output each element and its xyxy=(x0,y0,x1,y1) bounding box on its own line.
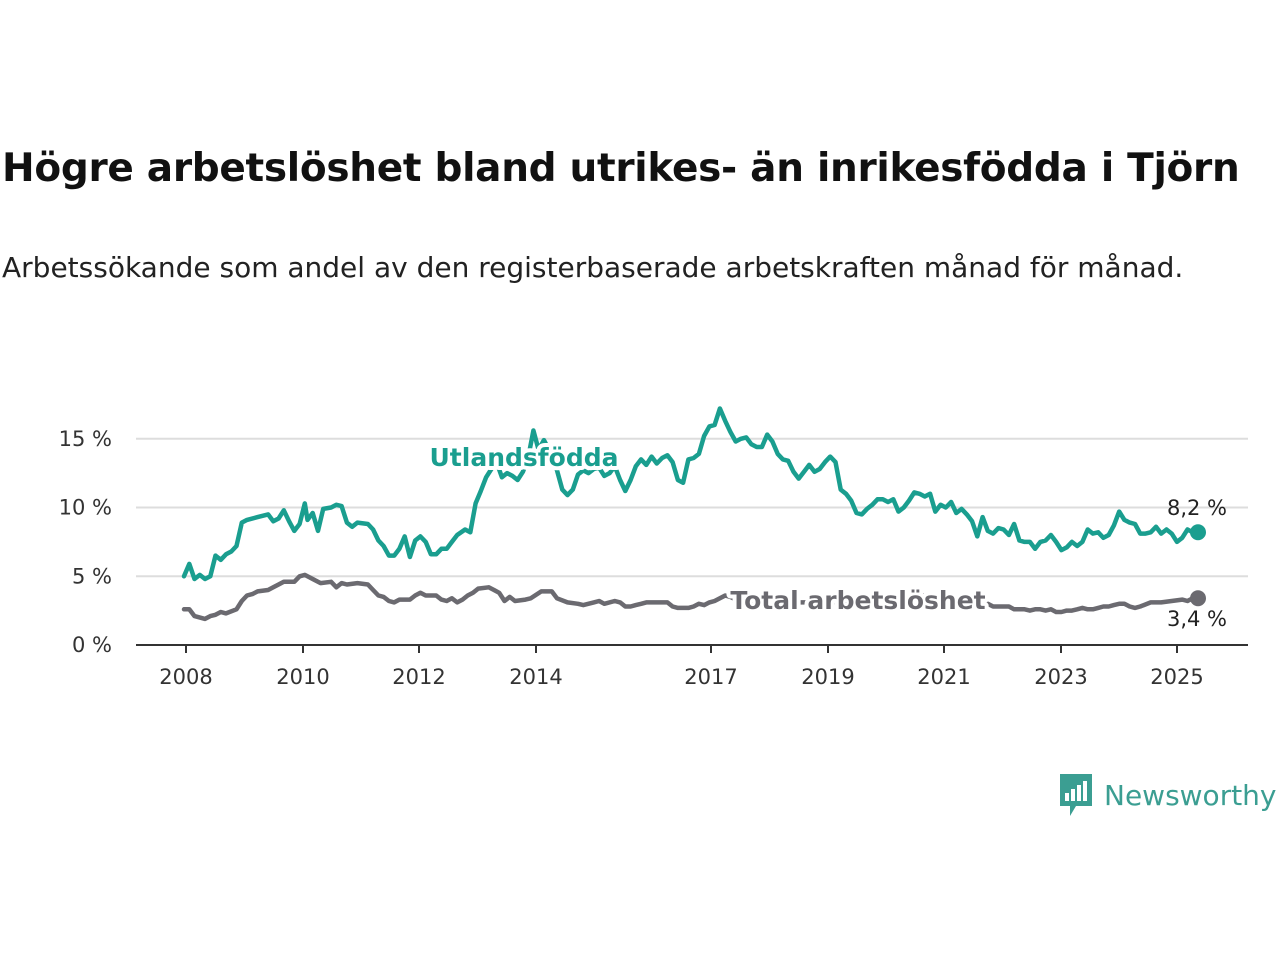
series-labels: Utlandsfödda Total arbetslöshet 8,2 % 3,4 % xyxy=(426,439,1228,631)
x-tick-label: 2023 xyxy=(1034,665,1087,689)
y-axis-ticks: 0 % 5 % 10 % 15 % xyxy=(59,427,112,657)
series-line-total xyxy=(181,572,1201,622)
series-end-point xyxy=(1190,590,1206,607)
x-tick-label: 2019 xyxy=(801,665,854,689)
y-tick-label: 5 % xyxy=(72,564,112,588)
x-tick-label: 2014 xyxy=(509,665,562,689)
x-tick-label: 2008 xyxy=(159,665,212,689)
x-tick-label: 2012 xyxy=(392,665,445,689)
x-tick-label: 2021 xyxy=(917,665,970,689)
newsworthy-logo: Newsworthy xyxy=(1058,772,1277,818)
end-value-label-total: 3,4 % xyxy=(1167,607,1227,631)
series-layer xyxy=(181,406,1206,622)
x-tick-label: 2025 xyxy=(1150,665,1203,689)
gridlines xyxy=(136,437,1248,578)
series-label-utlandsfodda: Utlandsfödda xyxy=(430,443,619,472)
chart-title: Högre arbetslöshet bland utrikes- än inr… xyxy=(2,146,1240,191)
y-tick-label: 15 % xyxy=(59,427,112,451)
x-tick-label: 2017 xyxy=(684,665,737,689)
series-line-utlandsfodda xyxy=(181,406,1201,582)
x-axis-ticks: 2008 2010 2012 2014 2017 2019 2021 2023 2025 xyxy=(159,645,1204,689)
line-chart: 0 %5 %10 %15 % 2008 2010 2012 2014 2017 2019 2… xyxy=(59,406,1248,689)
chart-subtitle: Arbetssökande som andel av den registerb… xyxy=(2,251,1184,284)
series-label-total: Total arbetslöshet xyxy=(730,586,985,615)
x-tick-label: 2010 xyxy=(276,665,329,689)
brand-name: Newsworthy xyxy=(1104,778,1277,812)
y-tick-label: 10 % xyxy=(59,496,112,520)
series-end-point xyxy=(1190,524,1206,541)
end-value-label-utlandsfodda: 8,2 % xyxy=(1167,496,1227,520)
y-tick-label: 0 % xyxy=(72,633,112,657)
newsworthy-bar-chart-icon xyxy=(1060,774,1092,816)
